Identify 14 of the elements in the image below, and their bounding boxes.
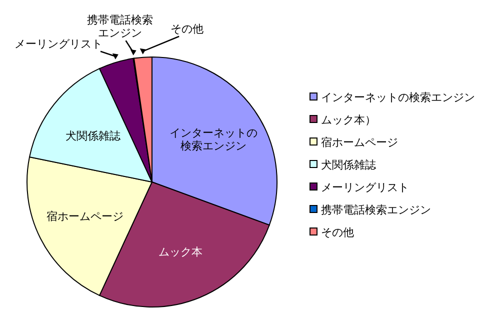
legend-label: 携帯電話検索エンジン (321, 204, 431, 216)
text: 宿ホームページ (46, 210, 124, 223)
text: その他 (170, 22, 204, 36)
text: インターネットの検索エンジン (169, 126, 258, 153)
text: 犬関係雑誌 (66, 129, 121, 142)
legend-label: ムック本） (321, 114, 376, 126)
legend-label: 宿ホームページ (321, 136, 398, 149)
text: ムック本 (158, 245, 203, 258)
text: メーリングリスト (14, 37, 103, 50)
legend-label: メーリングリスト (321, 181, 409, 194)
legend-label: その他 (321, 226, 354, 239)
legend-label: インターネットの検索エンジン (321, 91, 475, 104)
legend-label: 犬関係雑誌 (321, 158, 376, 172)
text: 携帯電話検索エンジン (86, 14, 153, 40)
